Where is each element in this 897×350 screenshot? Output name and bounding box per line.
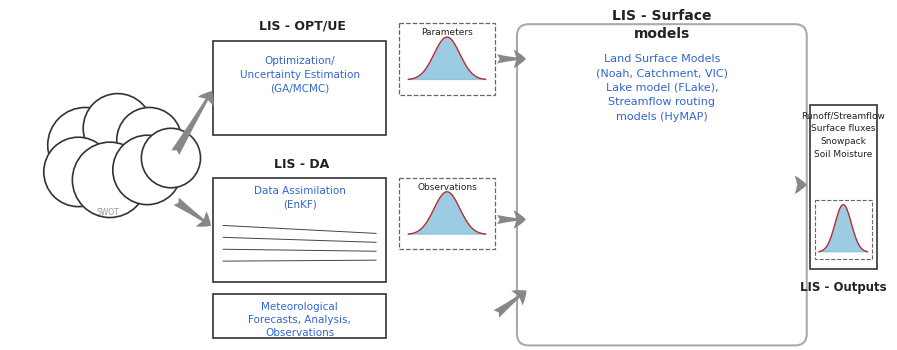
Circle shape bbox=[142, 128, 201, 188]
Bar bbox=[398, 178, 495, 249]
Text: Meteorological
Forecasts, Analysis,
Observations: Meteorological Forecasts, Analysis, Obse… bbox=[248, 302, 351, 338]
Circle shape bbox=[117, 107, 182, 173]
Text: Parameters: Parameters bbox=[421, 28, 473, 37]
Circle shape bbox=[113, 135, 182, 205]
Text: LIS - DA: LIS - DA bbox=[274, 158, 330, 171]
Circle shape bbox=[83, 93, 152, 163]
Text: Land Surface Models
(Noah, Catchment, VIC)
Lake model (FLake),
Streamflow routin: Land Surface Models (Noah, Catchment, VI… bbox=[596, 54, 727, 121]
Text: Observations: Observations bbox=[417, 183, 477, 192]
Text: SWOT: SWOT bbox=[97, 208, 119, 217]
Bar bbox=[213, 178, 386, 282]
Text: Runoff/Streamflow
Surface fluxes
Snowpack
Soil Moisture: Runoff/Streamflow Surface fluxes Snowpac… bbox=[801, 111, 885, 159]
Polygon shape bbox=[408, 37, 485, 79]
Bar bbox=[213, 41, 386, 135]
Bar bbox=[213, 294, 386, 338]
Circle shape bbox=[73, 142, 147, 218]
Bar bbox=[810, 105, 876, 269]
Polygon shape bbox=[819, 205, 867, 252]
Text: LIS - Outputs: LIS - Outputs bbox=[800, 281, 886, 294]
Bar bbox=[814, 200, 872, 259]
Text: Optimization/
Uncertainty Estimation
(GA/MCMC): Optimization/ Uncertainty Estimation (GA… bbox=[239, 56, 360, 94]
Text: LIS - Surface
models: LIS - Surface models bbox=[612, 9, 711, 41]
Circle shape bbox=[48, 107, 123, 183]
FancyBboxPatch shape bbox=[517, 24, 806, 345]
Bar bbox=[398, 23, 495, 94]
Circle shape bbox=[44, 137, 113, 206]
Polygon shape bbox=[408, 192, 485, 234]
Text: LIS - OPT/UE: LIS - OPT/UE bbox=[258, 19, 345, 32]
Text: Data Assimilation
(EnKF): Data Assimilation (EnKF) bbox=[254, 186, 345, 209]
